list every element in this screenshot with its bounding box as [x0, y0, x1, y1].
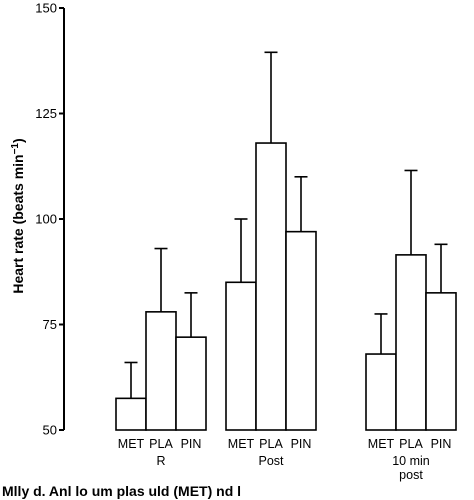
- figure-caption: Mlly d. Anl lo um plas uld (MET) nd l: [2, 483, 241, 499]
- bar-met: [115, 397, 147, 431]
- bar-label: PIN: [181, 437, 202, 451]
- bar-label: MET: [118, 437, 145, 451]
- bar-pin: [285, 230, 317, 431]
- bar-pla: [255, 142, 287, 431]
- group-label: post: [399, 468, 423, 482]
- group-label: Post: [258, 454, 284, 468]
- y-tick-label: 125: [35, 106, 57, 121]
- bars: [115, 51, 457, 431]
- y-tick-label: 150: [35, 1, 57, 16]
- bar-label: PLA: [149, 437, 173, 451]
- y-tick-label: 75: [43, 317, 57, 332]
- bar-pin: [175, 336, 207, 431]
- bar-label: PLA: [399, 437, 423, 451]
- bar-label: PIN: [431, 437, 452, 451]
- y-tick-label: 100: [35, 212, 57, 227]
- bar-label: PIN: [291, 437, 312, 451]
- y-tick-label: 50: [43, 423, 57, 438]
- bar-met: [365, 353, 397, 431]
- bar-pla: [145, 311, 177, 431]
- group-label: R: [156, 454, 165, 468]
- bar-pin: [425, 292, 457, 431]
- group-label: 10 min: [392, 454, 430, 468]
- bar-label: MET: [368, 437, 395, 451]
- y-axis: 50 75 100 125 150: [35, 1, 65, 438]
- bar-label: MET: [228, 437, 255, 451]
- bar-met: [225, 281, 257, 431]
- bar-pla: [395, 254, 427, 431]
- bar-label: PLA: [259, 437, 283, 451]
- y-axis-label: Heart rate (beats min−1): [10, 138, 26, 293]
